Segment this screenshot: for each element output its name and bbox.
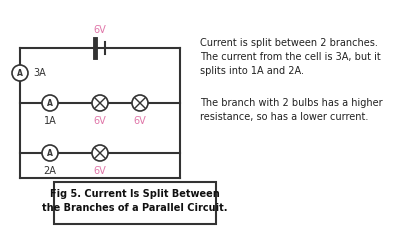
Text: 6V: 6V — [93, 25, 106, 35]
Text: Fig 5. Current Is Split Between
the Branches of a Parallel Circuit.: Fig 5. Current Is Split Between the Bran… — [42, 189, 227, 213]
Text: 2A: 2A — [43, 166, 56, 176]
Text: 6V: 6V — [93, 116, 106, 126]
Circle shape — [42, 95, 58, 111]
Text: A: A — [47, 99, 53, 107]
Text: 1A: 1A — [43, 116, 56, 126]
Text: A: A — [17, 69, 23, 78]
Circle shape — [12, 65, 28, 81]
Text: 3A: 3A — [33, 68, 46, 78]
FancyBboxPatch shape — [54, 182, 216, 224]
Text: The branch with 2 bulbs has a higher
resistance, so has a lower current.: The branch with 2 bulbs has a higher res… — [199, 98, 382, 122]
Text: Current is split between 2 branches.
The current from the cell is 3A, but it
spl: Current is split between 2 branches. The… — [199, 38, 380, 76]
Circle shape — [42, 145, 58, 161]
Text: 6V: 6V — [93, 166, 106, 176]
Circle shape — [92, 95, 108, 111]
Circle shape — [132, 95, 147, 111]
Text: A: A — [47, 148, 53, 158]
Circle shape — [92, 145, 108, 161]
Text: 6V: 6V — [133, 116, 146, 126]
